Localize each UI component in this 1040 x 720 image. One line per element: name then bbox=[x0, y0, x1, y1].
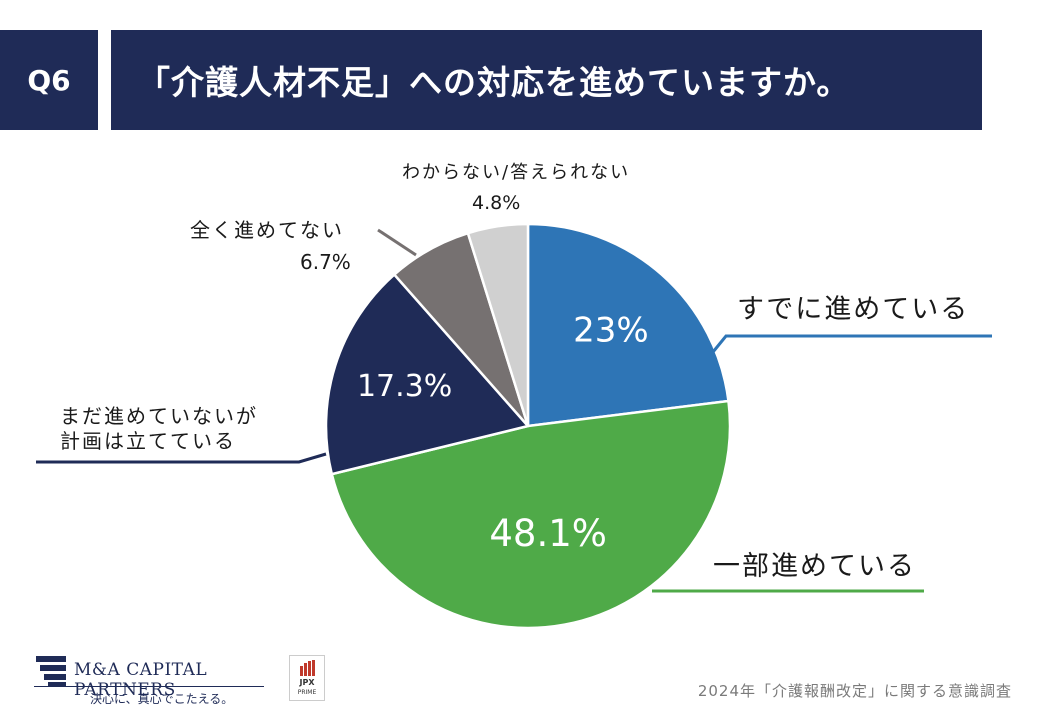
slice-category-label-line: まだ進めていないが bbox=[60, 404, 258, 428]
slice-value-label-3: 17.3% bbox=[357, 369, 452, 404]
leader-line-3 bbox=[36, 452, 327, 464]
jpx-prime-text: PRIME bbox=[297, 689, 317, 696]
slice-category-label-1: すでに進めている bbox=[737, 294, 970, 325]
leader-lines bbox=[36, 228, 992, 593]
slice-value-label-5: 4.8% bbox=[472, 192, 521, 214]
question-title-box: 「介護人材不足」への対応を進めていますか。 bbox=[111, 30, 982, 130]
company-logo-icon bbox=[36, 656, 66, 687]
slice-category-label-2: 一部進めている bbox=[713, 551, 916, 582]
slice-category-label-line: 計画は立てている bbox=[60, 429, 236, 453]
leader-line-1 bbox=[711, 334, 992, 353]
company-name: M&A CAPITAL PARTNERS bbox=[74, 660, 208, 700]
jpx-text: JPX bbox=[299, 678, 315, 687]
slice-value-label-1: 23% bbox=[573, 311, 649, 351]
slice-category-label-3: まだ進めていないが 計画は立てている bbox=[60, 404, 258, 454]
question-title: 「介護人材不足」への対応を進めていますか。 bbox=[137, 63, 851, 102]
slice-value-label-4: 6.7% bbox=[300, 250, 351, 274]
slice-category-label-4: 全く進めてない bbox=[190, 218, 344, 242]
slice-category-label-5: わからない/答えられない bbox=[402, 162, 631, 183]
pie-slice-5 bbox=[466, 222, 530, 427]
jpx-icon bbox=[300, 660, 315, 676]
logo-divider bbox=[34, 686, 264, 687]
pie-slice-3 bbox=[324, 272, 531, 476]
company-logo: M&A CAPITAL PARTNERS 決心に、真心でこたえる。 bbox=[34, 652, 266, 710]
jpx-prime-badge: JPX PRIME bbox=[289, 655, 325, 701]
slice-value-labels: 23% 48.1% 17.3% bbox=[357, 311, 649, 555]
pie-slice-2 bbox=[330, 399, 732, 630]
survey-source: 2024年「介護報酬改定」に関する意識調査 bbox=[697, 682, 1012, 700]
company-tagline: 決心に、真心でこたえる。 bbox=[90, 692, 234, 706]
question-number-box: Q6 bbox=[0, 30, 98, 130]
question-number: Q6 bbox=[27, 63, 71, 97]
slice-value-label-2: 48.1% bbox=[489, 512, 607, 555]
leader-line-4 bbox=[377, 228, 417, 257]
pie-slice-1 bbox=[526, 222, 730, 428]
pie-slices bbox=[324, 222, 732, 630]
